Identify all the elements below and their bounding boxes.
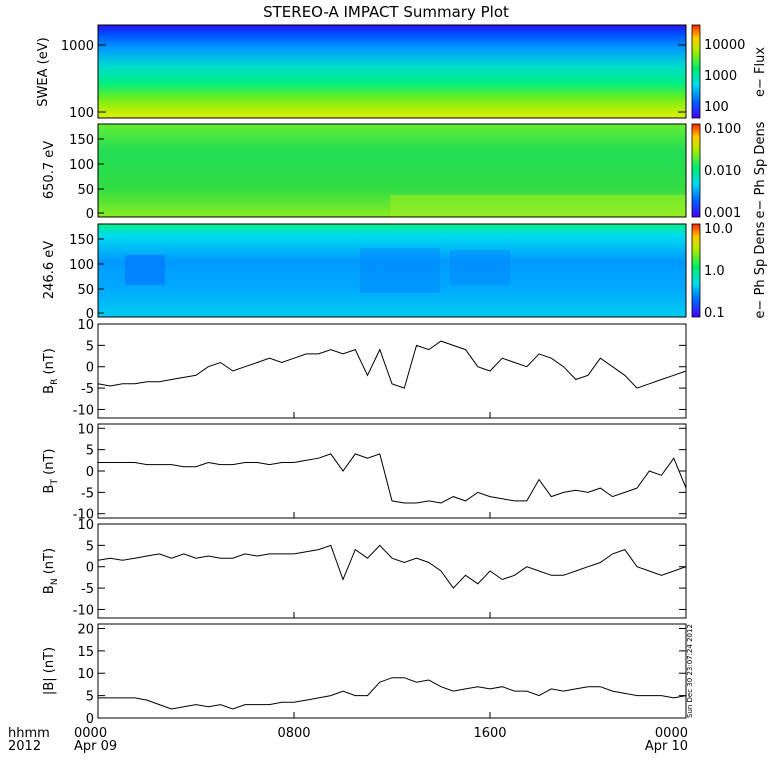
colorbar-2-tick: 0.010: [704, 164, 741, 179]
colorbar-2-label: e− Ph Sp Dens: [753, 121, 768, 218]
ytick-label: -5: [81, 382, 94, 397]
p246-dark-patch: [360, 248, 440, 293]
ytick-label: 5: [86, 444, 94, 459]
date-tick-label: Apr 09: [74, 739, 117, 754]
ytick-label: 10: [77, 518, 94, 533]
colorbar-3-label: e− Ph Sp Dens: [753, 221, 768, 318]
line-panel-frame: [97, 623, 687, 719]
panel-1-ytick: 1000: [61, 39, 94, 54]
panel-3-ytick: 100: [69, 258, 94, 273]
panel-2-ytick: 150: [69, 133, 94, 148]
line-panel-frame: [97, 323, 687, 419]
ytick-label: -10: [73, 403, 94, 418]
time-tick-label: 0800: [277, 726, 310, 741]
line-panel-3: 10 5 0 -5 -10 BN (nT): [42, 518, 687, 619]
line-panel-2: 10 5 0 -5 -10 BT (nT): [42, 422, 687, 523]
field-series-line: [97, 544, 687, 589]
ytick-label: 0: [86, 561, 94, 576]
panel-3-ylabel: 246.6 eV: [42, 241, 57, 299]
ytick-label: 10: [77, 422, 94, 437]
colorbar-1-tick: 10000: [704, 38, 745, 53]
ytick-label: 0: [86, 712, 94, 727]
time-tick-label: 0000: [74, 726, 107, 741]
line-panel-1: 10 5 0 -5 -10 BR (nT): [42, 318, 687, 419]
panel-swea: SWEA (eV) 1000 100 10000 1000 100 e− Flu…: [36, 24, 768, 121]
panel-650: 650.7 eV 150 100 50 0 0.100 0.010 0.001 …: [42, 121, 768, 222]
ytick-label: -10: [73, 508, 94, 523]
time-tick-label: 0000: [655, 726, 688, 741]
p246-dark-patch: [450, 250, 510, 285]
colorbar-3-tick: 1.0: [704, 264, 725, 279]
p246-dark-patch: [125, 255, 165, 285]
field-series-line: [97, 340, 687, 389]
ytick-label: 20: [77, 622, 94, 637]
date-tick-label: Apr 10: [645, 739, 688, 754]
colorbar-1: [691, 24, 701, 119]
time-axis-row-label: hhmm: [8, 726, 50, 741]
colorbar-3: [691, 223, 701, 318]
colorbar-3-tick: 10.0: [704, 222, 733, 237]
ytick-label: 10: [77, 318, 94, 333]
colorbar-2-tick: 0.100: [704, 122, 741, 137]
colorbar-2-tick: 0.001: [704, 206, 741, 221]
generation-timestamp: Sun Dec 30 23:07:24 2012: [686, 624, 694, 718]
panel-2-ytick: 0: [86, 207, 94, 222]
panel-1-ylabel: SWEA (eV): [36, 37, 51, 106]
colorbar-3-tick: 0.1: [704, 306, 725, 321]
panel-246: 246.6 eV 150 100 50 0 10.0 1.0 0.1 e− Ph…: [42, 221, 768, 322]
colorbar-1-label: e− Flux: [753, 47, 768, 97]
magnetic-field-panels: 10 5 0 -5 -10 BR (nT) 10 5 0 -5 -10 BT (nT) 10 5 0 -5 -1…: [42, 318, 687, 727]
time-tick-label: 1600: [473, 726, 506, 741]
ytick-label: 0: [86, 361, 94, 376]
panel-3-ytick: 50: [77, 283, 94, 298]
line-panel-frame: [97, 523, 687, 619]
line-panel-4: 20 15 10 5 0 |B| (nT): [42, 622, 687, 727]
field-series-line: [98, 677, 687, 710]
ytick-label: -10: [73, 603, 94, 618]
line-panel-ylabel: |B| (nT): [42, 647, 57, 695]
swea-heatmap: [98, 25, 686, 118]
ytick-label: 0: [86, 465, 94, 480]
field-series-line: [98, 453, 687, 504]
ytick-label: 5: [86, 539, 94, 554]
ytick-label: 10: [77, 667, 94, 682]
p650-overlay: [390, 195, 686, 217]
colorbar-1-tick: 1000: [704, 69, 737, 84]
ytick-label: -5: [81, 582, 94, 597]
plot-title: STEREO-A IMPACT Summary Plot: [263, 3, 509, 21]
ytick-label: 5: [86, 690, 94, 705]
ytick-label: 5: [86, 339, 94, 354]
panel-2-ytick: 50: [77, 183, 94, 198]
colorbar-1-tick: 100: [704, 100, 729, 115]
line-panel-ylabel: BR (nT): [42, 348, 60, 394]
ytick-label: 15: [77, 645, 94, 660]
line-panel-ylabel: BN (nT): [42, 548, 60, 594]
line-panel-frame: [97, 423, 687, 519]
panel-2-ylabel: 650.7 eV: [42, 141, 57, 199]
panel-2-ytick: 100: [69, 158, 94, 173]
panel-3-ytick: 0: [86, 307, 94, 322]
line-panel-ylabel: BT (nT): [42, 449, 60, 494]
ytick-label: -5: [81, 486, 94, 501]
time-axis-year-label: 2012: [8, 739, 41, 754]
panel-1-ytick: 100: [69, 106, 94, 121]
colorbar-2: [691, 123, 701, 218]
panel-3-ytick: 150: [69, 233, 94, 248]
